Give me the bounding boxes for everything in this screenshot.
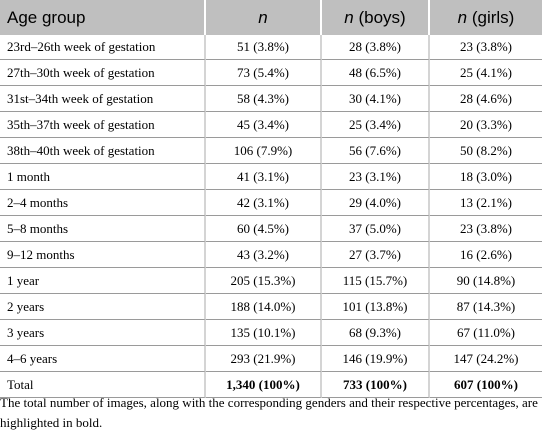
age-group-cell: 31st–34th week of gestation — [0, 86, 206, 112]
n-girls-cell: 50 (8.2%) — [430, 138, 542, 164]
n-boys-cell: 48 (6.5%) — [322, 60, 430, 86]
n-boys-cell: 29 (4.0%) — [322, 190, 430, 216]
age-group-cell: 5–8 months — [0, 216, 206, 242]
table-row: 31st–34th week of gestation 58 (4.3%) 30 (… — [0, 86, 542, 112]
table-row: 2 years 188 (14.0%) 101 (13.8%) 87 (14.3%) — [0, 294, 542, 320]
table-row: 1 month 41 (3.1%) 23 (3.1%) 18 (3.0%) — [0, 164, 542, 190]
age-group-cell: 2–4 months — [0, 190, 206, 216]
n-boys-cell: 37 (5.0%) — [322, 216, 430, 242]
table-row: 2–4 months 42 (3.1%) 29 (4.0%) 13 (2.1%) — [0, 190, 542, 216]
header-n-text: n — [258, 7, 268, 27]
total-row: Total 1,340 (100%) 733 (100%) 607 (100%) — [0, 372, 542, 398]
n-girls-cell: 13 (2.1%) — [430, 190, 542, 216]
n-girls-cell: 147 (24.2%) — [430, 346, 542, 372]
header-row: Age group n n (boys) n (girls) — [0, 0, 542, 35]
table-row: 5–8 months 60 (4.5%) 37 (5.0%) 23 (3.8%) — [0, 216, 542, 242]
n-girls-cell: 20 (3.3%) — [430, 112, 542, 138]
n-boys-cell: 101 (13.8%) — [322, 294, 430, 320]
table-header: Age group n n (boys) n (girls) — [0, 0, 542, 35]
n-cell: 42 (3.1%) — [206, 190, 322, 216]
table-body: 23rd–26th week of gestation 51 (3.8%) 28 (… — [0, 35, 542, 398]
age-group-cell: 1 month — [0, 164, 206, 190]
n-cell: 1,340 (100%) — [206, 372, 322, 398]
table-row: 27th–30th week of gestation 73 (5.4%) 48 (… — [0, 60, 542, 86]
table-row: 3 years 135 (10.1%) 68 (9.3%) 67 (11.0%) — [0, 320, 542, 346]
n-cell: 51 (3.8%) — [206, 35, 322, 60]
header-n-girls-symbol: n — [457, 7, 468, 27]
n-girls-cell: 87 (14.3%) — [430, 294, 542, 320]
n-girls-cell: 25 (4.1%) — [430, 60, 542, 86]
table-row: 38th–40th week of gestation 106 (7.9%) 56 … — [0, 138, 542, 164]
age-group-cell: Total — [0, 372, 206, 398]
n-cell: 205 (15.3%) — [206, 268, 322, 294]
n-cell: 58 (4.3%) — [206, 86, 322, 112]
age-group-cell: 2 years — [0, 294, 206, 320]
n-boys-cell: 27 (3.7%) — [322, 242, 430, 268]
n-boys-cell: 733 (100%) — [322, 372, 430, 398]
n-girls-cell: 23 (3.8%) — [430, 216, 542, 242]
n-cell: 293 (21.9%) — [206, 346, 322, 372]
n-cell: 45 (3.4%) — [206, 112, 322, 138]
n-girls-cell: 28 (4.6%) — [430, 86, 542, 112]
n-cell: 73 (5.4%) — [206, 60, 322, 86]
header-n-boys: n (boys) — [322, 0, 430, 35]
age-group-cell: 3 years — [0, 320, 206, 346]
age-group-cell: 1 year — [0, 268, 206, 294]
header-age-group: Age group — [0, 0, 206, 35]
table-row: 23rd–26th week of gestation 51 (3.8%) 28 (… — [0, 35, 542, 60]
n-boys-cell: 23 (3.1%) — [322, 164, 430, 190]
n-girls-cell: 18 (3.0%) — [430, 164, 542, 190]
age-group-cell: 27th–30th week of gestation — [0, 60, 206, 86]
n-cell: 43 (3.2%) — [206, 242, 322, 268]
n-cell: 106 (7.9%) — [206, 138, 322, 164]
age-group-cell: 4–6 years — [0, 346, 206, 372]
n-cell: 188 (14.0%) — [206, 294, 322, 320]
age-group-cell: 35th–37th week of gestation — [0, 112, 206, 138]
table-footnote: The total number of images, along with t… — [0, 395, 538, 430]
age-group-cell: 38th–40th week of gestation — [0, 138, 206, 164]
n-boys-cell: 30 (4.1%) — [322, 86, 430, 112]
n-girls-cell: 67 (11.0%) — [430, 320, 542, 346]
age-group-table: Age group n n (boys) n (girls) 23rd–26th… — [0, 0, 542, 398]
table-row: 35th–37th week of gestation 45 (3.4%) 25 (… — [0, 112, 542, 138]
n-cell: 135 (10.1%) — [206, 320, 322, 346]
table-row: 9–12 months 43 (3.2%) 27 (3.7%) 16 (2.6%) — [0, 242, 542, 268]
n-cell: 41 (3.1%) — [206, 164, 322, 190]
header-n-girls: n (girls) — [430, 0, 542, 35]
n-girls-cell: 23 (3.8%) — [430, 35, 542, 60]
n-boys-cell: 25 (3.4%) — [322, 112, 430, 138]
n-girls-cell: 90 (14.8%) — [430, 268, 542, 294]
n-boys-cell: 68 (9.3%) — [322, 320, 430, 346]
n-boys-cell: 146 (19.9%) — [322, 346, 430, 372]
n-boys-cell: 115 (15.7%) — [322, 268, 430, 294]
table-row: 4–6 years 293 (21.9%) 146 (19.9%) 147 (24.2… — [0, 346, 542, 372]
n-girls-cell: 16 (2.6%) — [430, 242, 542, 268]
table-row: 1 year 205 (15.3%) 115 (15.7%) 90 (14.8%) — [0, 268, 542, 294]
n-boys-cell: 28 (3.8%) — [322, 35, 430, 60]
n-girls-cell: 607 (100%) — [430, 372, 542, 398]
header-n: n — [206, 0, 322, 35]
n-cell: 60 (4.5%) — [206, 216, 322, 242]
age-group-cell: 23rd–26th week of gestation — [0, 35, 206, 60]
header-n-boys-symbol: n — [344, 7, 354, 27]
age-group-cell: 9–12 months — [0, 242, 206, 268]
n-boys-cell: 56 (7.6%) — [322, 138, 430, 164]
